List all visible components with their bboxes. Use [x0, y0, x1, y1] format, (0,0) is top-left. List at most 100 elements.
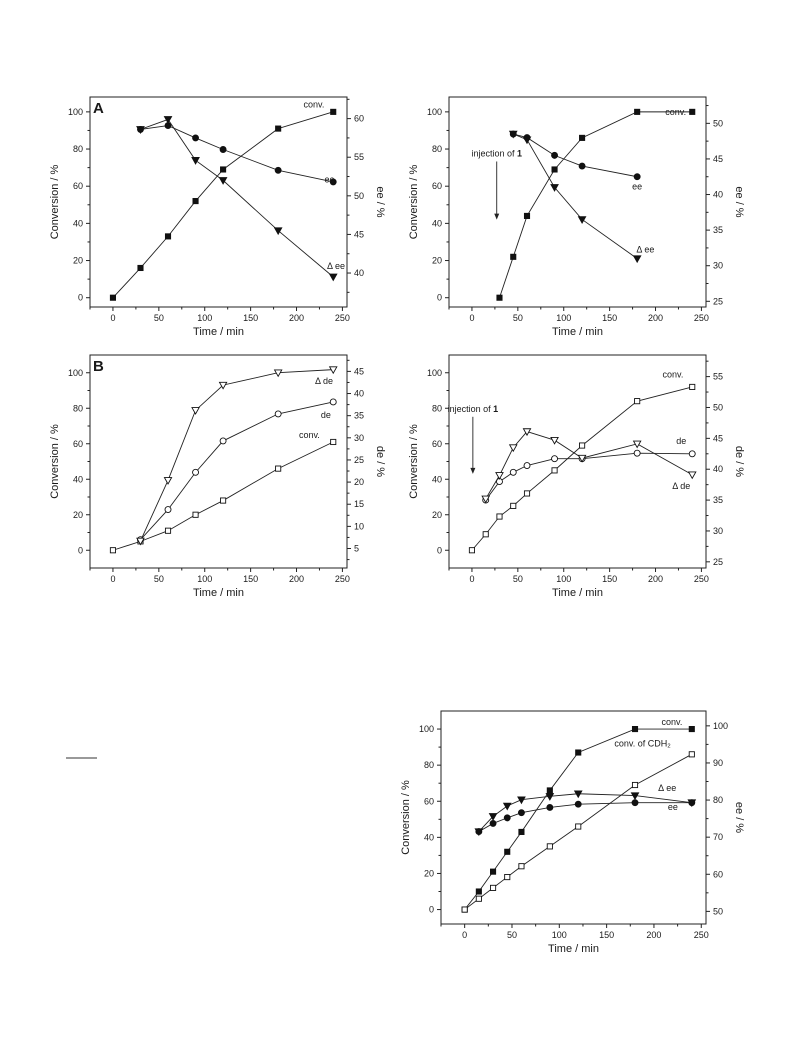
- series: [137, 122, 337, 186]
- y-tick-label: 40: [432, 474, 442, 484]
- data-point: [510, 253, 517, 260]
- data-point: [522, 136, 532, 145]
- x-tick-label: 250: [335, 574, 350, 584]
- series-label: conv.: [304, 99, 325, 109]
- series: [481, 428, 697, 504]
- x-tick-label: 250: [694, 313, 709, 323]
- data-point: [578, 162, 586, 170]
- data-point: [329, 178, 337, 186]
- data-point: [136, 126, 145, 134]
- x-tick-label: 0: [469, 313, 474, 323]
- injection-annotation: injection of 1: [448, 404, 499, 414]
- y2-tick-label: 50: [713, 402, 723, 412]
- y2-tick-label: 30: [713, 261, 723, 271]
- series-line: [513, 133, 638, 259]
- data-point: [274, 166, 282, 174]
- data-point: [192, 134, 200, 142]
- data-point: [546, 804, 554, 811]
- data-point: [191, 157, 200, 165]
- x-tick-label: 150: [243, 574, 258, 584]
- x-tick-label: 200: [648, 313, 663, 323]
- y2-tick-label: 30: [713, 526, 723, 536]
- y-axis-label: Conversion / %: [400, 780, 412, 855]
- y-axis-label: Conversion / %: [408, 424, 420, 499]
- data-point: [551, 467, 558, 474]
- y2-tick-label: 10: [354, 521, 364, 531]
- data-point: [523, 490, 531, 497]
- y2-tick-label: 30: [354, 433, 364, 443]
- data-point: [164, 233, 172, 240]
- y2-tick-label: 25: [713, 557, 723, 567]
- x-tick-label: 200: [646, 930, 661, 940]
- injection-arrowhead: [470, 467, 476, 474]
- data-point: [577, 216, 587, 224]
- series-label: Δ ee: [327, 261, 345, 271]
- series: [109, 108, 337, 301]
- data-point: [192, 511, 199, 518]
- x-axis-label: Time / min: [552, 587, 603, 599]
- x-tick-label: 200: [648, 574, 663, 584]
- x-axis-label: Time / min: [193, 326, 244, 338]
- y2-tick-label: 60: [354, 114, 364, 124]
- x-tick-label: 50: [154, 313, 164, 323]
- x-tick-label: 100: [556, 574, 571, 584]
- series-label: conv.: [665, 107, 686, 117]
- y2-tick-label: 40: [354, 389, 364, 399]
- data-point: [481, 495, 491, 504]
- x-axis-label: Time / min: [548, 943, 599, 955]
- data-point: [508, 130, 518, 139]
- data-point: [633, 449, 641, 457]
- x-tick-label: 50: [513, 313, 523, 323]
- data-point: [504, 874, 511, 881]
- series-line: [112, 111, 334, 299]
- y-tick-label: 20: [424, 868, 434, 878]
- series: [136, 366, 338, 546]
- data-point: [164, 506, 172, 513]
- y-tick-label: 20: [432, 510, 442, 520]
- data-point: [191, 407, 200, 415]
- y2-tick-label: 45: [354, 366, 364, 376]
- data-point: [330, 438, 337, 446]
- data-point: [632, 255, 642, 264]
- data-point: [496, 513, 503, 520]
- y2-tick-label: 70: [713, 832, 723, 842]
- data-point: [496, 294, 503, 301]
- data-point: [475, 895, 482, 902]
- x-tick-label: 100: [197, 574, 212, 584]
- series-line: [140, 369, 334, 542]
- series-label: conv.: [299, 430, 320, 440]
- data-point: [490, 868, 497, 875]
- y-tick-label: 0: [429, 905, 434, 915]
- data-point: [163, 477, 173, 485]
- series: [496, 108, 696, 301]
- y-tick-label: 80: [424, 760, 434, 770]
- series-line: [140, 118, 334, 278]
- data-point: [517, 809, 525, 817]
- y2-axis-label: ee / %: [733, 802, 745, 833]
- x-tick-label: 250: [335, 313, 350, 323]
- chart-panel-1: 0 50 100 150 200 250 0 20 40 60 80 100 40 45 50 55 60 Tim…: [49, 96, 386, 338]
- data-point: [474, 828, 484, 837]
- y2-axis-label: de / %: [733, 446, 745, 477]
- data-point: [274, 410, 282, 418]
- data-point: [518, 863, 525, 870]
- x-tick-label: 100: [556, 313, 571, 323]
- series-label: de: [676, 436, 686, 446]
- data-point: [522, 428, 532, 437]
- y-tick-label: 100: [427, 107, 442, 117]
- data-point: [109, 547, 116, 554]
- data-point: [551, 166, 558, 173]
- data-point: [275, 465, 282, 472]
- data-point: [631, 726, 639, 733]
- data-point: [163, 116, 173, 124]
- y2-tick-label: 55: [713, 372, 723, 382]
- series: [136, 116, 338, 282]
- y2-tick-label: 25: [354, 455, 364, 465]
- y2-tick-label: 45: [354, 229, 364, 239]
- plot-frame: [89, 96, 348, 308]
- y-tick-label: 40: [432, 218, 442, 228]
- y-tick-label: 20: [73, 256, 83, 266]
- x-tick-label: 100: [552, 930, 567, 940]
- data-point: [475, 888, 482, 895]
- data-point: [218, 177, 228, 185]
